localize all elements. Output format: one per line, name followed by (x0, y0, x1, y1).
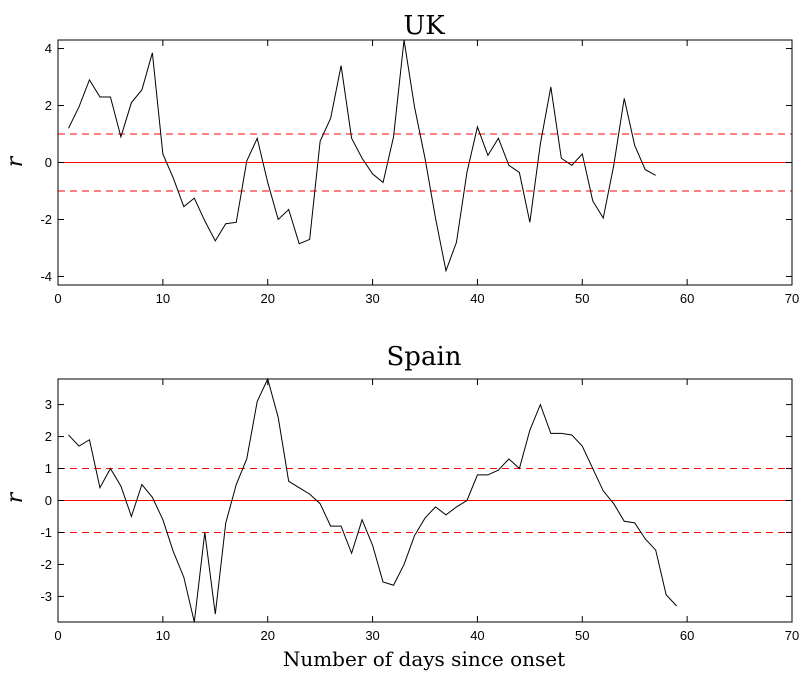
uk-x-tick-label: 30 (365, 291, 379, 306)
uk-y-tick-label: 4 (45, 41, 52, 56)
uk-x-tick-label: 40 (470, 291, 484, 306)
spain-x-tick-label: 30 (365, 628, 379, 643)
uk-panel: UK r 0 10 20 30 40 50 60 70 -4 -2 0 2 4 (3, 11, 799, 306)
uk-y-tick-label: -2 (40, 212, 52, 227)
spain-panel: Spain r Number of days since onset 0 10 20… (3, 342, 799, 671)
spain-chart-title: Spain (386, 342, 461, 372)
spain-series-line-0 (68, 377, 678, 623)
uk-chart-title: UK (403, 11, 445, 41)
uk-x-tick-label: 20 (260, 291, 274, 306)
spain-y-tick-label: -2 (40, 557, 52, 572)
uk-y-tick-label: 0 (45, 155, 52, 170)
spain-x-tick-label: 40 (470, 628, 484, 643)
spain-y-tick-label: -3 (40, 589, 52, 604)
uk-x-tick-label: 10 (156, 291, 170, 306)
spain-x-tick-label: 60 (680, 628, 694, 643)
uk-x-tick-label: 50 (575, 291, 589, 306)
spain-x-tick-label: 20 (260, 628, 274, 643)
uk-x-tick-label: 70 (785, 291, 799, 306)
uk-x-tick-label: 60 (680, 291, 694, 306)
spain-y-tick-label: -1 (40, 525, 52, 540)
uk-x-tick-label: 0 (54, 291, 61, 306)
uk-series-line-0 (68, 39, 656, 273)
spain-y-tick-label: 1 (45, 461, 52, 476)
spain-y-tick-label: 2 (45, 429, 52, 444)
spain-y-axis-label: r (3, 491, 28, 503)
spain-x-tick-label: 50 (575, 628, 589, 643)
spain-y-tick-label: 3 (45, 397, 52, 412)
spain-x-tick-label: 0 (54, 628, 61, 643)
spain-x-axis-label: Number of days since onset (283, 647, 565, 671)
uk-y-tick-label: -4 (40, 269, 52, 284)
spain-x-tick-label: 10 (156, 628, 170, 643)
spain-y-tick-label: 0 (45, 493, 52, 508)
spain-x-tick-label: 70 (785, 628, 799, 643)
uk-y-tick-label: 2 (45, 98, 52, 113)
uk-y-axis-label: r (3, 155, 28, 167)
